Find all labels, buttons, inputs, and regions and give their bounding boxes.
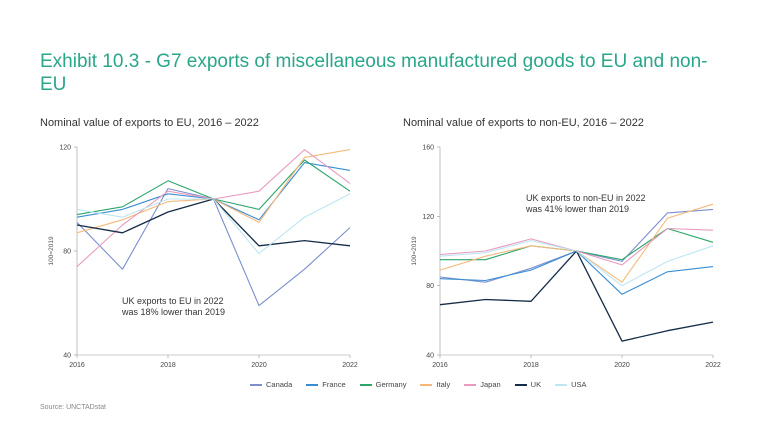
legend-swatch <box>420 383 433 386</box>
legend-swatch <box>359 383 372 386</box>
legend-item-japan: Japan <box>464 380 501 389</box>
legend-label: USA <box>571 380 587 389</box>
eu-exports-chart: 40 80 120 2016 2018 2020 2022 100=2019 UK export… <box>48 145 358 370</box>
non-eu-exports-chart: 40 80 120 160 2016 2018 2020 2022 100=2019 UK exp… <box>411 145 721 370</box>
eu-series-uk <box>76 198 351 247</box>
right-chart-subtitle: Nominal value of exports to non-EU, 2016… <box>403 117 644 129</box>
eu-y-tick-label: 80 <box>63 249 71 256</box>
non-eu-series-usa <box>439 240 714 287</box>
non-eu-x-tick-label: 2022 <box>705 362 721 369</box>
legend-swatch <box>250 383 262 386</box>
eu-annotation-line: was 18% lower than 2019 <box>121 307 225 317</box>
eu-annotation-line: UK exports to EU in 2022 <box>122 296 224 306</box>
non-eu-x-tick-label: 2016 <box>432 362 448 369</box>
legend: Canada France Germany Italy Japan UK USA <box>250 380 587 389</box>
legend-swatch <box>306 383 319 386</box>
legend-swatch <box>464 383 477 386</box>
left-chart-subtitle: Nominal value of exports to EU, 2016 – 2… <box>40 117 259 129</box>
non-eu-y-tick-label: 160 <box>422 145 434 152</box>
non-eu-y-tick-label: 40 <box>426 353 434 360</box>
legend-swatch <box>555 383 568 386</box>
non-eu-series-italy <box>439 203 714 283</box>
chart-title: Exhibit 10.3 - G7 exports of miscellaneo… <box>40 51 708 95</box>
legend-label: Italy <box>436 380 451 389</box>
non-eu-series-uk <box>439 250 714 342</box>
legend-item-germany: Germany <box>359 380 407 389</box>
legend-label: Germany <box>375 380 407 389</box>
eu-series-canada <box>76 188 351 307</box>
non-eu-annotation-line: UK exports to non-EU in 2022 <box>526 193 646 203</box>
eu-x-tick-label: 2020 <box>251 362 267 369</box>
eu-series-france <box>76 162 351 221</box>
non-eu-annotation-line: was 41% lower than 2019 <box>525 204 629 214</box>
eu-x-tick-label: 2018 <box>160 362 176 369</box>
eu-x-tick-label: 2016 <box>69 362 85 369</box>
legend-label: UK <box>530 380 542 389</box>
legend-label: Japan <box>480 380 501 389</box>
non-eu-series-germany <box>440 227 714 261</box>
eu-series-germany <box>76 159 351 216</box>
legend-label: France <box>322 380 346 389</box>
non-eu-y-tick-label: 120 <box>422 214 434 221</box>
legend-item-canada: Canada <box>250 380 292 389</box>
eu-y-axis-label: 100=2019 <box>48 236 55 265</box>
legend-item-italy: Italy <box>420 380 450 389</box>
eu-x-tick-label: 2022 <box>342 362 358 369</box>
legend-label: Canada <box>266 380 293 389</box>
non-eu-y-axis-label: 100=2019 <box>411 236 418 265</box>
non-eu-y-tick-label: 80 <box>426 283 434 290</box>
source-note: Source: UNCTADstat <box>40 404 106 411</box>
eu-y-tick-label: 120 <box>59 145 71 152</box>
eu-y-tick-label: 40 <box>63 353 71 360</box>
non-eu-x-tick-label: 2018 <box>523 362 539 369</box>
eu-series-italy <box>76 149 351 234</box>
eu-series-usa <box>76 193 351 255</box>
non-eu-x-tick-label: 2020 <box>614 362 630 369</box>
legend-swatch <box>514 383 527 386</box>
legend-item-uk: UK <box>514 380 542 389</box>
legend-item-france: France <box>306 380 346 389</box>
legend-item-usa: USA <box>555 380 587 389</box>
